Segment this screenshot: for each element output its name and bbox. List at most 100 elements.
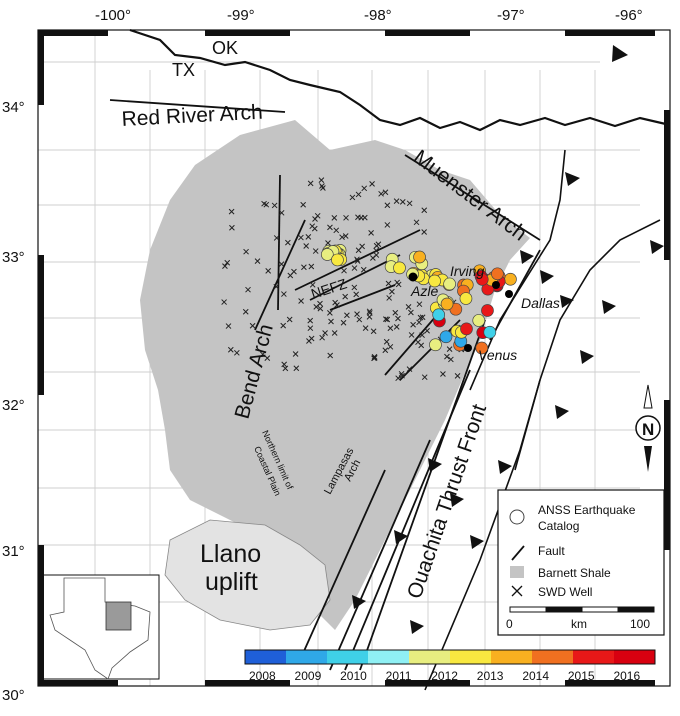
swd-well-marker: [366, 308, 373, 315]
colorbar-swatch: [327, 650, 369, 664]
swd-well-marker: [421, 374, 428, 381]
inset-frame: [41, 574, 160, 680]
swd-well-marker: [273, 235, 280, 241]
label-llano-1: Llano: [200, 540, 261, 568]
swd-well-marker: [331, 215, 338, 221]
earthquake-marker: [429, 338, 442, 352]
earthquake-marker: [481, 304, 494, 317]
swd-well-marker: [384, 202, 391, 209]
swd-well-marker: [301, 264, 307, 271]
swd-well-marker: [300, 201, 307, 208]
earthquake-marker: [491, 267, 504, 281]
scale-bar-segment-4: [617, 606, 655, 613]
swd-well-marker: [221, 299, 227, 305]
swd-well-marker: [233, 349, 240, 356]
swd-well-marker: [360, 266, 367, 273]
inset-study-area: [105, 601, 132, 631]
swd-well-marker: [370, 328, 377, 335]
swd-well-marker: [399, 199, 406, 205]
earthquake-marker: [393, 261, 406, 275]
swd-well-marker: [359, 243, 365, 250]
label-llano-2: uplift: [205, 568, 258, 596]
irving-dot: [492, 281, 500, 289]
dallas-dot: [505, 290, 513, 298]
swd-well-marker: [446, 346, 453, 352]
colorbar-year-label: 2008: [249, 669, 276, 683]
swd-well-marker: [382, 347, 389, 354]
legend-fault-symbol: [511, 545, 525, 561]
swd-well-marker: [319, 183, 325, 189]
swd-well-marker: [227, 346, 234, 353]
legend-fault: Fault: [538, 544, 565, 558]
legend: ANSS Earthquake Catalog Fault Barnett Sh…: [497, 489, 665, 636]
swd-well-marker: [399, 372, 405, 379]
label-dallas: Dallas: [521, 295, 560, 311]
frame-stripes: [38, 30, 670, 686]
swd-well-marker: [273, 283, 280, 290]
swd-well-marker: [444, 353, 450, 360]
colorbar-year-label: 2014: [522, 669, 549, 683]
swd-well-marker: [228, 208, 235, 215]
legend-shale: Barnett Shale: [538, 566, 611, 580]
swd-well-marker: [286, 316, 293, 323]
colorbar-year-label: 2015: [568, 669, 595, 683]
earthquake-marker: [459, 292, 473, 305]
swd-well-marker: [387, 343, 394, 350]
swd-well-marker: [243, 248, 249, 255]
earthquake-marker: [331, 253, 344, 267]
swd-well-marker: [382, 189, 389, 196]
swd-well-marker: [339, 234, 345, 241]
swd-well-marker: [385, 280, 392, 287]
swd-well-marker: [332, 299, 338, 306]
swd-well-marker: [303, 243, 310, 249]
swd-well-marker: [317, 305, 324, 312]
swd-well-marker: [384, 316, 391, 323]
swd-well-marker: [351, 265, 358, 271]
swd-well-marker: [309, 281, 316, 288]
swd-well-marker: [354, 256, 360, 263]
lon-label-97: -97°: [497, 7, 525, 24]
earthquake-marker: [472, 314, 486, 327]
swd-well-marker: [333, 227, 340, 234]
lon-label-99: -99°: [227, 7, 255, 24]
swd-well-marker: [224, 259, 231, 266]
swd-well-marker: [369, 181, 375, 187]
swd-well-marker: [373, 252, 380, 258]
swd-well-marker: [245, 286, 251, 293]
swd-well-marker: [280, 322, 287, 329]
swd-well-marker: [406, 200, 413, 207]
north-arrow-letter: N: [642, 420, 654, 439]
swd-well-marker: [413, 219, 420, 226]
swd-well-marker: [416, 301, 423, 308]
swd-well-marker: [378, 190, 384, 197]
north-arrow-down: [644, 446, 652, 472]
swd-well-marker: [410, 321, 416, 328]
swd-well-marker: [271, 202, 278, 209]
lat-label-30: 30°: [2, 687, 25, 704]
legend-well-symbol: [511, 585, 523, 597]
colorbar-swatch: [245, 650, 287, 664]
swd-well-marker: [395, 315, 401, 322]
label-venus: Venus: [478, 347, 517, 363]
swd-well-marker: [318, 177, 325, 183]
swd-well-marker: [340, 319, 347, 326]
swd-well-marker: [387, 325, 394, 332]
colorbar-swatch: [368, 650, 410, 664]
swd-well-marker: [343, 214, 349, 221]
swd-well-marker: [373, 247, 380, 254]
earthquake-marker: [483, 325, 497, 339]
swd-well-marker: [327, 310, 333, 316]
earthquake-marker: [320, 248, 334, 261]
swd-well-marker: [328, 318, 334, 325]
label-irving: Irving: [450, 263, 484, 279]
earthquake-marker: [440, 297, 454, 311]
swd-well-marker: [292, 351, 299, 357]
swd-well-marker: [398, 370, 405, 377]
swd-well-marker: [312, 248, 319, 254]
barnett-shale-area: [140, 120, 530, 630]
swd-well-marker: [342, 293, 349, 300]
swd-well-marker: [356, 316, 363, 323]
swd-well-marker: [242, 308, 249, 315]
swd-well-marker: [405, 304, 412, 310]
